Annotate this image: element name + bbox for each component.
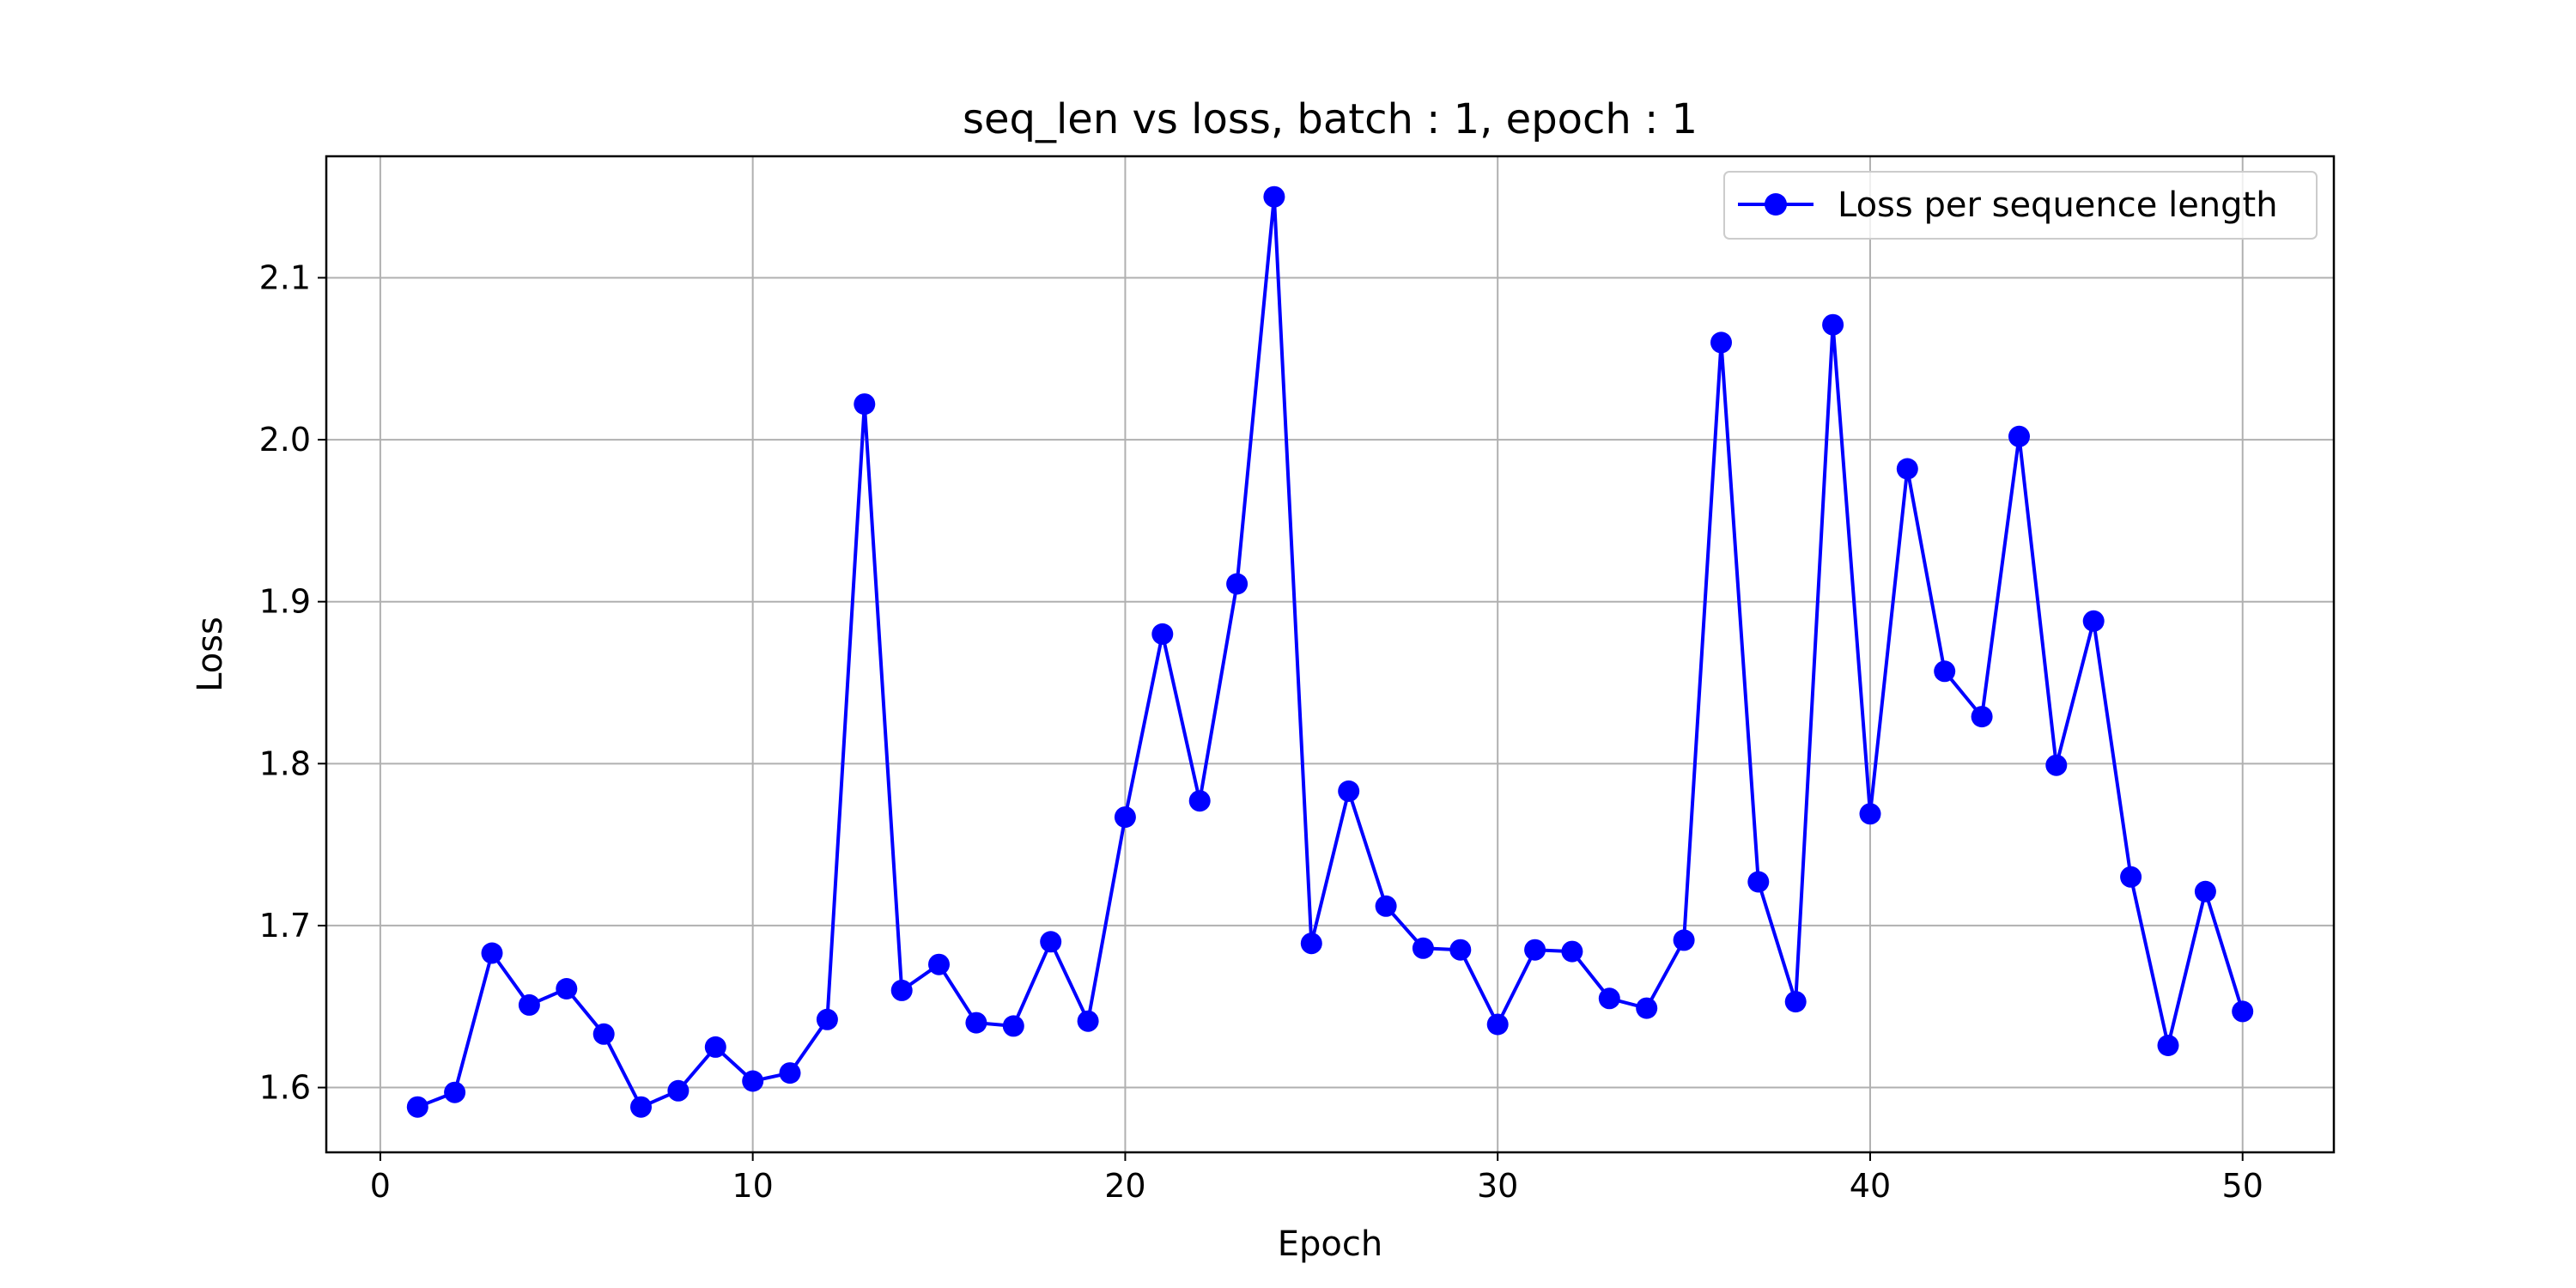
data-point: [779, 1062, 801, 1084]
grid: [326, 156, 2334, 1152]
data-point: [592, 1023, 615, 1045]
data-point: [1822, 313, 1844, 336]
data-point: [1226, 573, 1249, 595]
data-point: [928, 953, 950, 975]
data-point: [2120, 866, 2142, 888]
data-point: [1412, 937, 1434, 959]
data-point: [1598, 987, 1620, 1010]
data-point: [1636, 997, 1658, 1019]
data-point: [965, 1012, 987, 1034]
y-tick-label: 2.0: [259, 421, 311, 459]
x-tick-label: 40: [1850, 1167, 1891, 1205]
data-point: [1486, 1013, 1509, 1036]
data-point: [1859, 803, 1881, 825]
data-point: [2082, 610, 2105, 632]
data-point: [2045, 754, 2068, 776]
y-tick-label: 2.1: [259, 258, 311, 296]
data-point: [1561, 940, 1583, 963]
legend: Loss per sequence length: [1723, 171, 2318, 240]
y-tick-label: 1.9: [259, 583, 311, 621]
data-point: [1710, 331, 1732, 354]
y-axis-label: Loss: [191, 617, 230, 692]
legend-box: [1723, 171, 2318, 240]
data-point: [518, 993, 540, 1016]
data-point: [1040, 931, 1062, 953]
data-point: [1673, 929, 1695, 951]
chart-title: seq_len vs loss, batch : 1, epoch : 1: [963, 95, 1698, 143]
data-point: [1449, 939, 1472, 961]
data-point: [854, 393, 876, 416]
data-point: [1784, 991, 1807, 1013]
data-point: [2194, 880, 2216, 902]
y-tick-label: 1.6: [259, 1069, 311, 1107]
data-point: [406, 1096, 428, 1118]
data-point: [890, 979, 913, 1001]
y-tick-label: 1.8: [259, 744, 311, 782]
legend-label: Loss per sequence length: [1838, 185, 2278, 225]
data-point: [1934, 660, 1956, 683]
data-point: [1375, 895, 1397, 917]
data-point: [1896, 458, 1918, 480]
data-point: [2008, 425, 2030, 447]
ticks: 0 10 20 30 40 50 1.6 1.7 1.8 1.9 2.0 2.1: [259, 258, 2263, 1205]
data-point: [1114, 806, 1136, 829]
y-tick-label: 1.7: [259, 907, 311, 945]
data-point: [444, 1081, 466, 1103]
data-point: [630, 1096, 652, 1118]
x-tick-label: 30: [1477, 1167, 1518, 1205]
data-point: [1524, 939, 1546, 961]
data-point: [1747, 871, 1770, 893]
data-point: [667, 1079, 690, 1102]
data-point: [2157, 1035, 2179, 1056]
data-point: [1263, 185, 1285, 208]
data-point: [816, 1008, 838, 1030]
plot-frame: [325, 155, 2336, 1154]
data-point: [1188, 790, 1211, 812]
data-point: [1338, 780, 1360, 802]
data-point: [481, 942, 503, 964]
x-tick-label: 0: [370, 1167, 391, 1205]
x-axis-label: Epoch: [1278, 1224, 1382, 1264]
data-point: [1300, 933, 1322, 955]
data-point: [1002, 1015, 1024, 1037]
data-point: [742, 1070, 764, 1092]
x-tick-label: 50: [2222, 1167, 2263, 1205]
data-point: [704, 1036, 726, 1058]
data-point: [1971, 706, 1993, 728]
data-point: [2232, 1000, 2254, 1023]
data-point: [1151, 623, 1174, 645]
x-tick-label: 10: [732, 1167, 773, 1205]
x-tick-label: 20: [1104, 1167, 1145, 1205]
series-group: [406, 185, 2254, 1118]
data-point: [556, 978, 578, 999]
legend-marker-swatch: [1765, 193, 1787, 216]
data-point: [1077, 1010, 1099, 1032]
